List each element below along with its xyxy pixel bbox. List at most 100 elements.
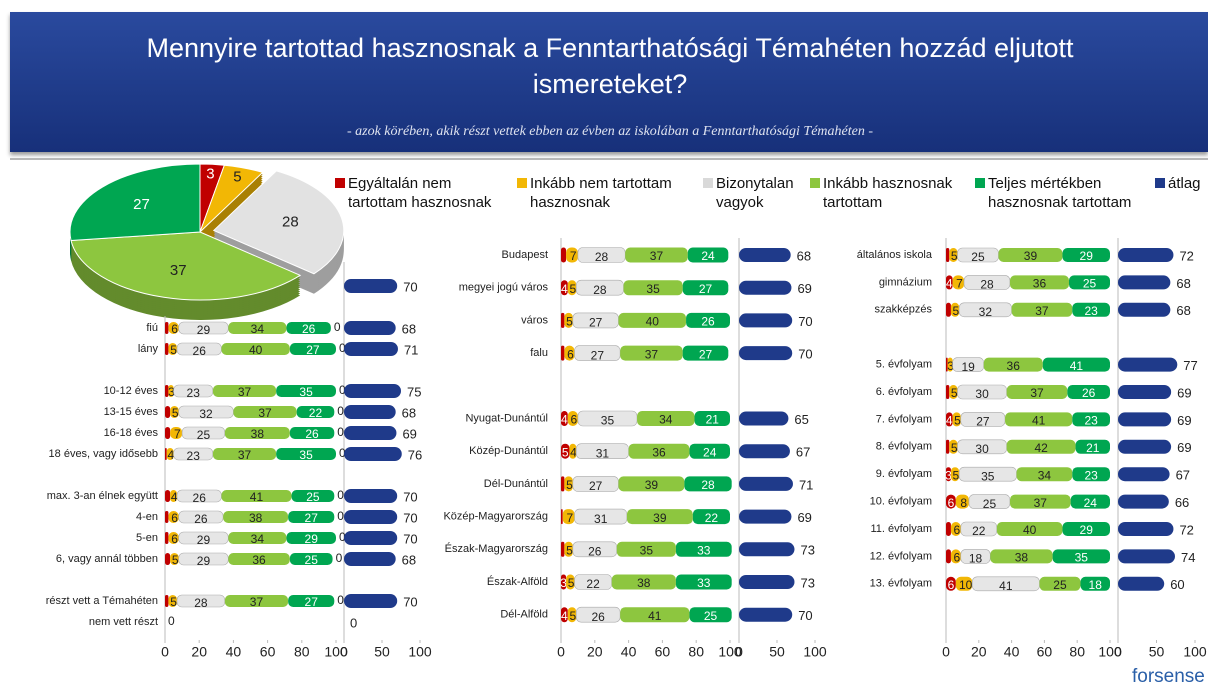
bar-segment [165,385,169,397]
x-tick-label: 60 [1037,644,1053,660]
bar-segment [228,322,287,334]
segment-label: 7 [174,427,181,441]
segment-label: 28 [980,278,994,292]
segment-label: 10 [959,578,973,592]
bar-segment [686,312,730,328]
avg-zero-label: 0 [339,446,346,460]
bar-segment [168,343,177,355]
average-bar [344,594,398,608]
bar-segment [1072,302,1110,317]
segment-label: 5 [952,468,959,482]
bar-segment [1011,302,1073,317]
bar-segment [178,552,229,566]
segment-label: 39 [645,478,659,492]
average-bar [1118,302,1171,317]
bar-segment [946,412,953,427]
bar-segment [611,574,676,590]
bar-segment [165,511,169,523]
pie-label: 28 [282,214,299,231]
segment-label: 5 [172,406,179,420]
bar-segment [224,595,289,607]
segment-label: 25 [306,490,320,504]
bar-segment [1072,467,1110,482]
segment-label: 26 [701,315,715,329]
bar-segment [566,247,578,263]
category-label: 16-18 éves [104,427,159,439]
bar-segment [296,406,335,418]
segment-label: 26 [194,512,208,526]
segment-label: 34 [251,532,265,546]
segment-label: 35 [601,414,615,428]
average-label: 72 [1179,522,1193,537]
bar-segment [566,574,575,590]
average-label: 75 [407,384,421,399]
average-bar [344,447,402,461]
segment-label: 27 [305,511,319,525]
x2-tick-label: 100 [1183,644,1207,660]
bar-segment [561,345,565,361]
segment-label: 3 [560,576,567,590]
bar-segment [286,532,336,544]
segment-label: 36 [1033,277,1047,291]
average-label: 69 [797,281,811,296]
x-tick-label: 40 [1004,644,1020,660]
average-bar [344,321,396,335]
bar-segment [165,595,169,607]
average-label: 76 [408,447,422,462]
bar-segment [626,509,693,525]
bar-segment [1006,439,1076,454]
segment-label: 25 [971,250,985,264]
average-label: 70 [798,347,812,362]
bar-segment [224,427,290,439]
segment-label: 29 [1080,249,1094,263]
category-label: lány [138,343,159,355]
average-bar [1118,275,1171,290]
segment-label: 6 [567,347,574,361]
average-bar [739,509,792,524]
category-label: Nyugat-Dunántúl [465,412,548,424]
average-label: 67 [1176,468,1190,483]
segment-label: 5 [566,543,573,557]
average-bar [344,552,396,566]
bar-segment [950,302,960,317]
segment-label: 41 [1032,414,1046,428]
segment-label: 27 [589,316,603,330]
segment-label: 26 [193,491,207,505]
bar-segment [567,411,578,426]
average-bar [1118,439,1172,454]
bar-segment [946,522,951,536]
average-bar [739,411,789,426]
bar-segment [1067,385,1110,399]
bar-segment [170,553,179,565]
segment-label: 6 [953,551,960,565]
bar-segment [990,549,1053,564]
bar-segment [689,443,730,459]
legend-label: Egyáltalán nem tartottam hasznosnak [348,175,492,211]
segment-label: 37 [1035,304,1049,318]
x-tick-label: 60 [655,644,671,660]
bar-segment [625,247,688,263]
x-tick-label: 80 [294,644,310,660]
bar-segment [1062,248,1110,262]
subtitle: - azok körében, akik részt vettek ebben … [346,124,874,139]
bar-segment [623,280,683,296]
title: Mennyire tartottad hasznosnak a Fenntart… [146,33,1074,99]
segment-label: 27 [591,348,605,362]
bar-segment [165,532,169,544]
x-tick-label: 0 [161,644,169,660]
segment-label: 34 [251,322,265,336]
average-bar [739,248,791,262]
bar-segment [946,302,951,317]
bar-segment [946,467,951,482]
category-label: általános iskola [857,249,933,261]
legend-label: Teljes mértékben hasznosnak tartottam [988,175,1132,211]
segment-label: 40 [1023,523,1037,537]
category-label: 12. évfolyam [870,550,932,562]
segment-label: 24 [701,249,715,263]
category-label: megyei jogú város [459,282,549,294]
bar-segment [616,541,676,557]
bar-segment [212,448,277,460]
x-tick-label: 0 [942,644,950,660]
bar-segment [165,322,169,334]
bar-segment [949,248,958,262]
